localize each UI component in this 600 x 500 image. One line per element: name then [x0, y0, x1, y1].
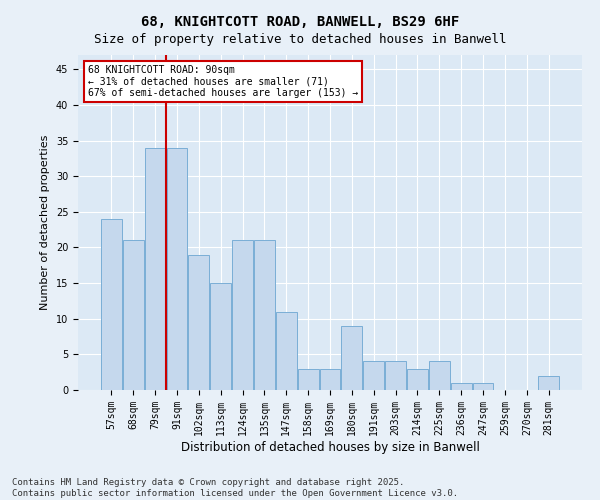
Bar	[385, 362, 406, 390]
Bar	[232, 240, 253, 390]
Bar	[538, 376, 559, 390]
Bar	[210, 283, 231, 390]
Text: Contains HM Land Registry data © Crown copyright and database right 2025.
Contai: Contains HM Land Registry data © Crown c…	[12, 478, 458, 498]
Bar	[473, 383, 493, 390]
Bar	[254, 240, 275, 390]
Bar	[145, 148, 166, 390]
Bar	[429, 362, 450, 390]
Bar	[276, 312, 296, 390]
Bar	[451, 383, 472, 390]
Bar	[364, 362, 384, 390]
Y-axis label: Number of detached properties: Number of detached properties	[40, 135, 50, 310]
Bar	[123, 240, 143, 390]
X-axis label: Distribution of detached houses by size in Banwell: Distribution of detached houses by size …	[181, 440, 479, 454]
Bar	[298, 368, 319, 390]
Text: 68, KNIGHTCOTT ROAD, BANWELL, BS29 6HF: 68, KNIGHTCOTT ROAD, BANWELL, BS29 6HF	[141, 15, 459, 29]
Bar	[320, 368, 340, 390]
Bar	[101, 219, 122, 390]
Bar	[407, 368, 428, 390]
Text: 68 KNIGHTCOTT ROAD: 90sqm
← 31% of detached houses are smaller (71)
67% of semi-: 68 KNIGHTCOTT ROAD: 90sqm ← 31% of detac…	[88, 65, 358, 98]
Text: Size of property relative to detached houses in Banwell: Size of property relative to detached ho…	[94, 32, 506, 46]
Bar	[167, 148, 187, 390]
Bar	[188, 254, 209, 390]
Bar	[341, 326, 362, 390]
